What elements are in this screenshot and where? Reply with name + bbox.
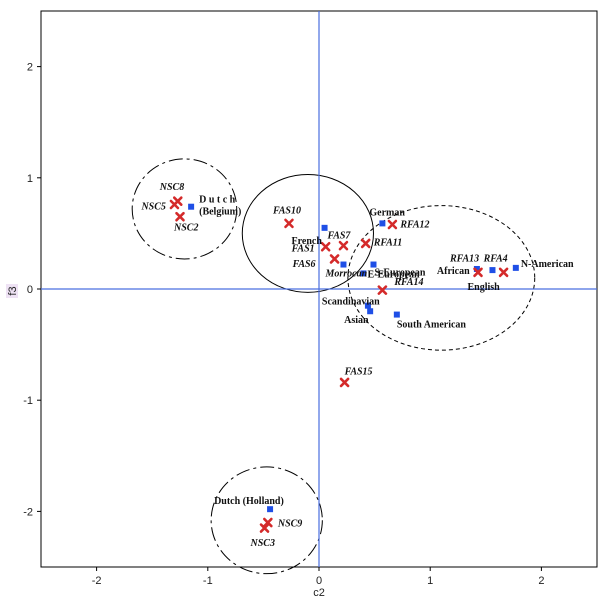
cluster-outline-3 xyxy=(347,205,536,351)
x-tick-label: 1 xyxy=(427,575,433,587)
label-nsc3: NSC3 xyxy=(250,538,275,549)
label-nsc8: NSC8 xyxy=(159,182,184,193)
label-nsc5: NSC5 xyxy=(140,201,165,212)
x-tick-label: -1 xyxy=(203,575,213,587)
cluster-outline-4 xyxy=(210,466,323,575)
point-fas7 xyxy=(338,240,349,251)
point-e-european xyxy=(360,270,367,277)
label-rfa13: RFA13 xyxy=(449,253,479,264)
label-fas7: FAS7 xyxy=(326,231,351,242)
point-african xyxy=(473,265,480,272)
point-scandinavian xyxy=(364,302,371,309)
label-s-european: S-European xyxy=(374,268,425,279)
point-fas6 xyxy=(329,254,340,264)
point-asian xyxy=(367,308,374,315)
label-fas6: FAS6 xyxy=(292,259,316,270)
cluster-outline-1 xyxy=(131,158,238,260)
point-rfa12 xyxy=(387,219,398,230)
point-nsc2 xyxy=(175,211,185,222)
point-fas10 xyxy=(284,218,294,229)
point-dutch-holland xyxy=(267,506,274,513)
label-nsc2: NSC2 xyxy=(173,223,198,234)
cluster-outline-2 xyxy=(241,173,374,293)
y-axis-title: f3 xyxy=(7,286,19,295)
point-rfa11 xyxy=(360,238,371,249)
x-axis-title: c2 xyxy=(313,587,325,599)
label-dutch-holland: Dutch (Holland) xyxy=(214,496,284,507)
label-rfa14: RFA14 xyxy=(393,277,423,288)
label-scandinavian: Scandinavian xyxy=(322,297,380,308)
point-morrocan xyxy=(340,261,347,268)
y-tick-label: 2 xyxy=(27,62,33,74)
label-african: African xyxy=(437,266,470,277)
point-nsc5 xyxy=(169,199,180,210)
label-rfa12: RFA12 xyxy=(399,220,429,231)
y-axis-title-highlight xyxy=(6,284,18,298)
label-rfa4: RFA4 xyxy=(483,253,508,264)
y-tick-label: 0 xyxy=(27,284,33,296)
label-dutch-belgium: D u t c h (Belgium) xyxy=(199,195,241,218)
label-south-american: South American xyxy=(397,320,467,331)
y-tick-label: 1 xyxy=(27,173,33,185)
point-rfa14 xyxy=(377,285,388,295)
label-fas15: FAS15 xyxy=(344,366,373,377)
point-s-european xyxy=(370,261,377,268)
point-fas1 xyxy=(320,241,331,252)
point-dutch-belgium xyxy=(188,203,195,210)
point-english xyxy=(489,267,496,274)
point-rfa4 xyxy=(498,267,509,278)
label-nsc9: NSC9 xyxy=(277,519,302,530)
point-nsc9 xyxy=(263,517,273,528)
label-french: French xyxy=(292,236,323,247)
y-axis-title-group: f3 xyxy=(6,284,19,298)
label-morrocan: Morrocan xyxy=(324,269,367,280)
label-german: German xyxy=(369,207,405,218)
label-english: English xyxy=(467,282,500,293)
x-tick-label: -2 xyxy=(92,575,102,587)
label-fas1: FAS1 xyxy=(291,244,315,255)
point-french xyxy=(321,224,328,231)
point-german xyxy=(379,220,386,227)
y-tick-label: -2 xyxy=(23,506,33,518)
point-fas15 xyxy=(339,377,350,388)
label-rfa11: RFA11 xyxy=(373,237,403,248)
x-tick-label: 2 xyxy=(538,575,544,587)
point-nsc3 xyxy=(259,523,270,533)
x-tick-label: 0 xyxy=(316,575,322,587)
label-asian: Asian xyxy=(344,315,369,326)
label-e-european: E-European xyxy=(367,269,419,280)
label-fas10: FAS10 xyxy=(272,205,301,216)
y-tick-label: -1 xyxy=(23,395,33,407)
point-rfa13 xyxy=(473,267,483,278)
label-n-american: N-American xyxy=(521,259,574,270)
point-south-american xyxy=(393,311,400,318)
point-n-american xyxy=(512,264,519,271)
